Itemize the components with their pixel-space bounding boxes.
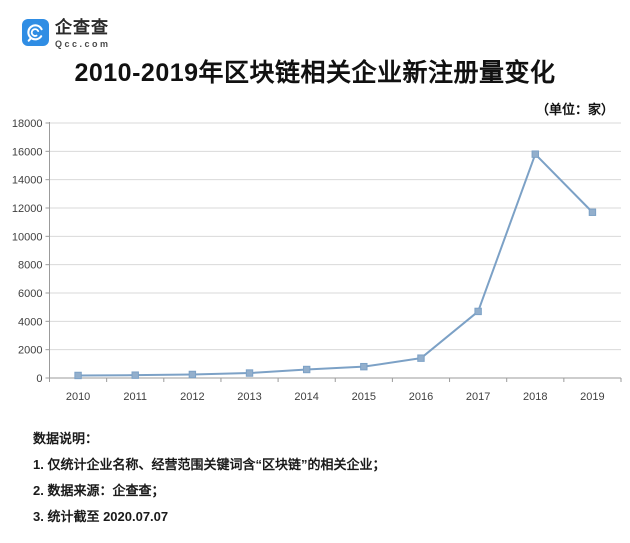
svg-text:2016: 2016 — [409, 391, 433, 403]
svg-text:2019: 2019 — [580, 391, 604, 403]
qcc-logo-name: 企查查 — [55, 18, 109, 37]
svg-text:6000: 6000 — [18, 288, 42, 300]
svg-text:2013: 2013 — [237, 391, 261, 403]
data-note-item: 1. 仅统计企业名称、经营范围关键词含“区块链”的相关企业； — [33, 457, 386, 472]
svg-text:12000: 12000 — [12, 203, 43, 215]
data-notes-heading: 数据说明： — [33, 431, 99, 446]
svg-text:10000: 10000 — [12, 231, 43, 243]
svg-text:2015: 2015 — [352, 391, 376, 403]
unit-label: （单位：家） — [535, 102, 614, 117]
svg-text:2014: 2014 — [294, 391, 318, 403]
svg-text:8000: 8000 — [18, 260, 42, 272]
data-note-item: 3. 统计截至 2020.07.07 — [33, 509, 169, 524]
svg-text:18000: 18000 — [12, 118, 43, 130]
svg-text:2011: 2011 — [123, 391, 147, 403]
svg-text:0: 0 — [36, 373, 42, 385]
svg-text:2012: 2012 — [180, 391, 204, 403]
svg-text:4000: 4000 — [18, 316, 42, 328]
page-title: 2010-2019年区块链相关企业新注册量变化 — [74, 59, 556, 87]
qcc-logo: 企查查 Qcc.com — [22, 19, 111, 49]
data-notes: 数据说明： 1. 仅统计企业名称、经营范围关键词含“区块链”的相关企业； 2. … — [33, 426, 385, 530]
svg-text:2010: 2010 — [66, 391, 90, 403]
svg-text:2000: 2000 — [18, 345, 42, 357]
qcc-logo-icon — [22, 19, 49, 46]
svg-text:14000: 14000 — [12, 175, 43, 187]
qcc-logo-domain: Qcc.com — [55, 39, 111, 49]
registrations-line-chart: 0 2000 4000 6000 8000 10000 12000 14000 16000 180… — [12, 118, 622, 403]
svg-text:2018: 2018 — [523, 391, 547, 403]
data-note-item: 2. 数据来源：企查查； — [33, 483, 165, 498]
svg-text:2017: 2017 — [466, 391, 490, 403]
svg-text:16000: 16000 — [12, 146, 43, 158]
qcc-logo-text: 企查查 Qcc.com — [55, 19, 111, 49]
